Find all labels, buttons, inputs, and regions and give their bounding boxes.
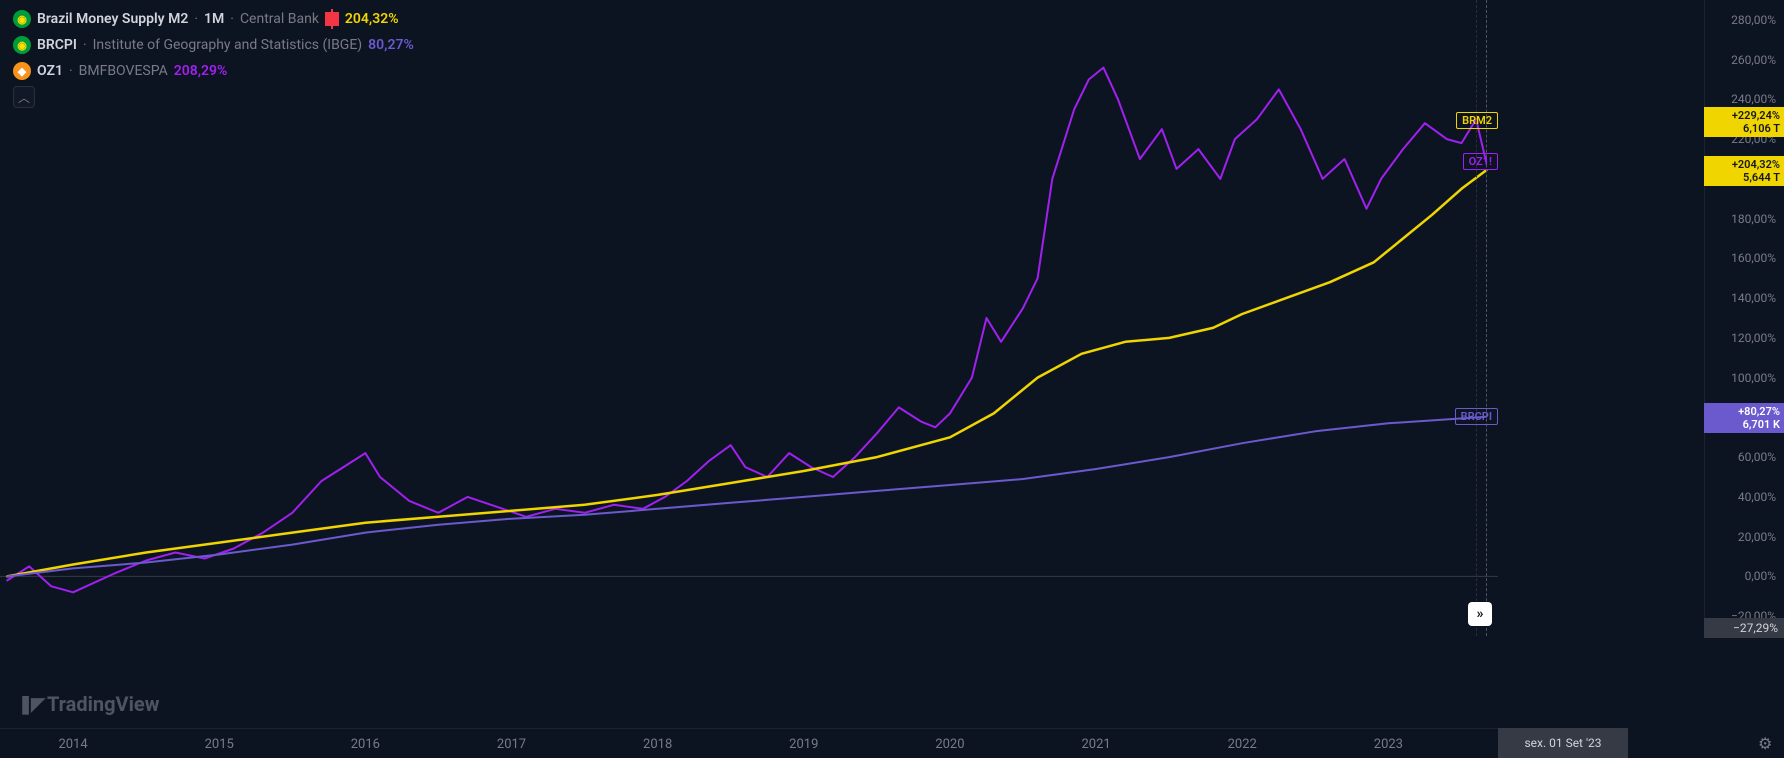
y-tick: 100,00%	[1731, 371, 1776, 385]
x-tick: 2017	[497, 737, 526, 752]
x-tick: 2016	[351, 737, 380, 752]
x-tick: 2023	[1374, 737, 1403, 752]
legend-collapse-button[interactable]: ︿	[13, 86, 35, 108]
legend-row-1[interactable]: ◉ BRCPI · Institute of Geography and Sta…	[13, 34, 414, 56]
x-tick: 2021	[1081, 737, 1110, 752]
legend: ◉ Brazil Money Supply M2 · 1M · Central …	[13, 8, 414, 112]
y-tick: 60,00%	[1738, 450, 1776, 464]
candle-icon	[325, 12, 339, 26]
price-badge: +80,27%6,701 K	[1704, 403, 1784, 433]
legend-source-2: BMFBOVESPA	[79, 63, 168, 79]
y-tick: 160,00%	[1731, 251, 1776, 265]
symbol-icon-0: ◉	[13, 10, 31, 28]
legend-source-0: Central Bank	[240, 11, 319, 27]
y-tick: 260,00%	[1731, 53, 1776, 67]
price-tag: BRCPI	[1455, 408, 1498, 425]
legend-title-1: BRCPI	[37, 37, 77, 53]
legend-title-0: Brazil Money Supply M2	[37, 11, 188, 27]
y-bottom-badge: −27,29%	[1704, 618, 1784, 638]
price-badge: +204,32%5,644 T	[1704, 156, 1784, 186]
legend-value-0: 204,32%	[345, 11, 399, 27]
y-tick: 120,00%	[1731, 331, 1776, 345]
price-badge: +229,24%6,106 T	[1704, 107, 1784, 137]
x-tick: 2022	[1228, 737, 1257, 752]
y-tick: 180,00%	[1731, 212, 1776, 226]
x-tick: 2018	[643, 737, 672, 752]
y-tick: 40,00%	[1738, 490, 1776, 504]
y-tick: 280,00%	[1731, 13, 1776, 27]
y-tick: 140,00%	[1731, 291, 1776, 305]
price-tag: BRM2	[1456, 112, 1498, 129]
y-tick: 0,00%	[1745, 569, 1776, 583]
crosshair-vertical	[1486, 0, 1487, 636]
x-tick: 2020	[935, 737, 964, 752]
tradingview-logo-icon: ❚◤	[18, 694, 43, 715]
symbol-icon-1: ◉	[13, 36, 31, 54]
legend-source-1: Institute of Geography and Statistics (I…	[93, 37, 363, 53]
tradingview-text: TradingView	[47, 692, 159, 716]
x-tick: 2015	[205, 737, 234, 752]
legend-value-1: 80,27%	[368, 37, 414, 53]
x-axis[interactable]: 2014 2015 2016 2017 2018 2019 2020 2021 2022 2023	[0, 728, 1498, 758]
y-axis[interactable]: −20,00%0,00%20,00%40,00%60,00%80,00%100,…	[1704, 0, 1784, 636]
legend-value-2: 208,29%	[174, 63, 228, 79]
x-tick: 2019	[789, 737, 818, 752]
tradingview-watermark: ❚◤ TradingView	[18, 692, 159, 716]
x-tick: 2014	[58, 737, 87, 752]
legend-row-0[interactable]: ◉ Brazil Money Supply M2 · 1M · Central …	[13, 8, 414, 30]
legend-interval-0: 1M	[204, 11, 224, 27]
legend-row-2[interactable]: ◆ OZ1 · BMFBOVESPA 208,29%	[13, 60, 414, 82]
legend-title-2: OZ1	[37, 63, 63, 79]
scroll-to-realtime-button[interactable]: »	[1468, 602, 1492, 626]
symbol-icon-2: ◆	[13, 62, 31, 80]
y-tick: 20,00%	[1738, 530, 1776, 544]
y-tick: 240,00%	[1731, 92, 1776, 106]
right-edge-dashed	[1476, 0, 1477, 636]
price-tag: OZ1!	[1463, 153, 1498, 170]
date-badge: sex. 01 Set '23	[1498, 728, 1628, 758]
settings-gear-icon[interactable]: ⚙	[1758, 734, 1776, 752]
